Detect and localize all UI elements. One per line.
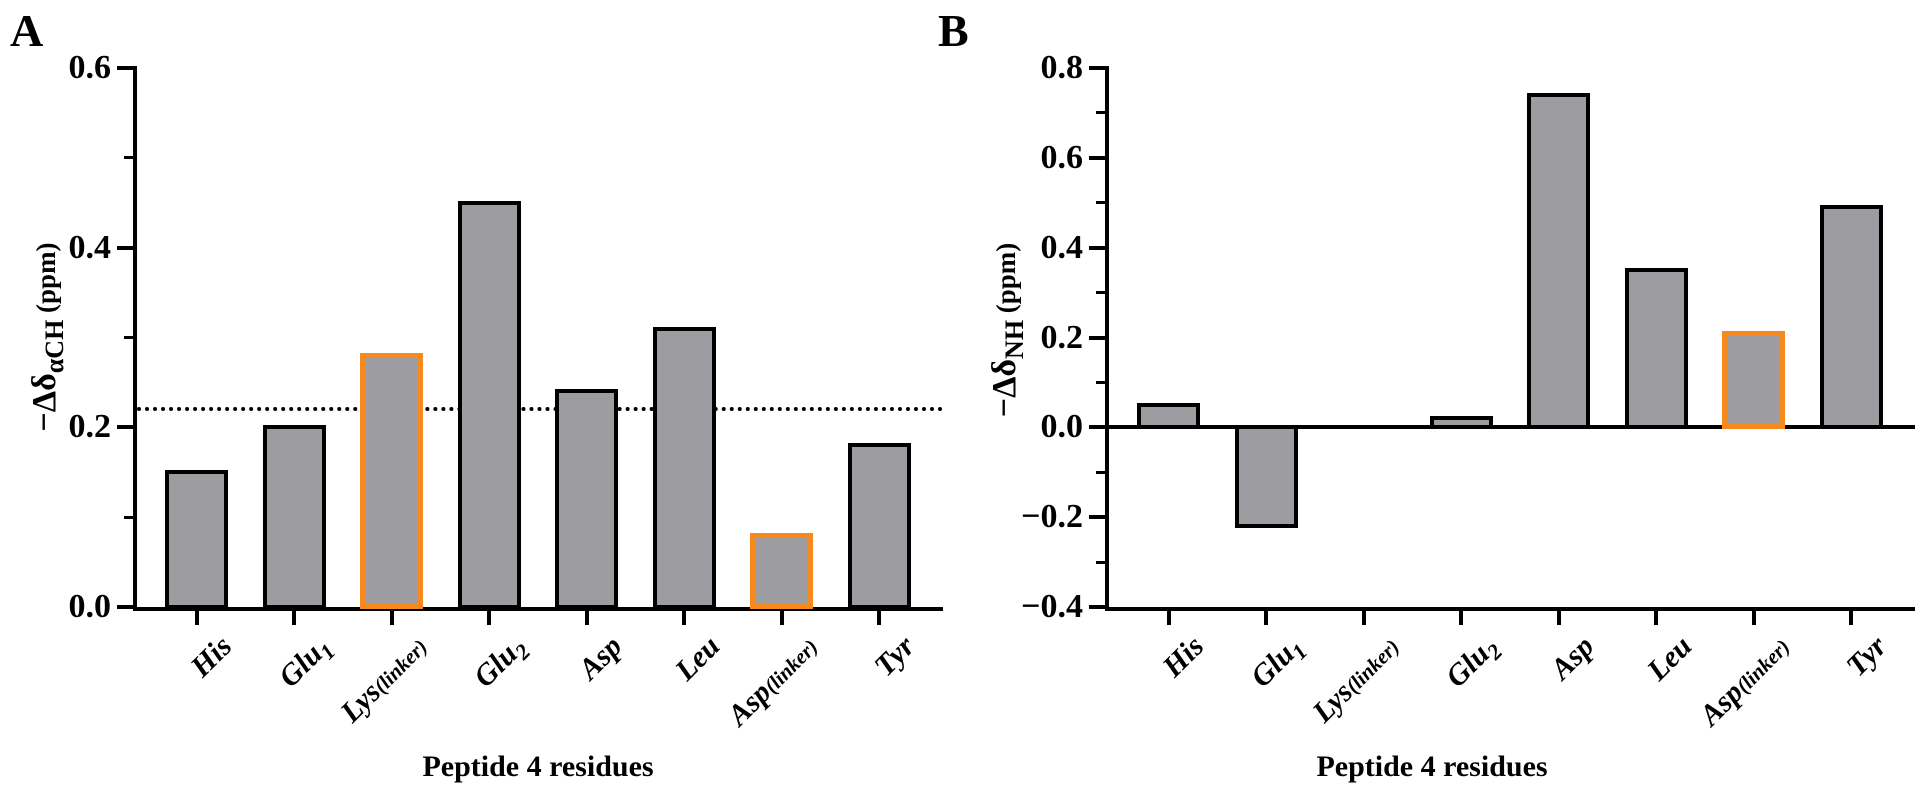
x-label-glu2: Glu2: [1439, 637, 1507, 694]
x-label-leu: Leu: [1640, 629, 1699, 688]
bar-his: [165, 470, 229, 609]
panel-b-x-axis-title: Peptide 4 residues: [1316, 750, 1548, 783]
bar-asp-linker: [750, 533, 814, 609]
y-major-tick: [1089, 515, 1105, 520]
y-axis-spine: [133, 66, 137, 611]
y-minor-tick: [1096, 380, 1105, 384]
x-label-his: His: [1156, 629, 1211, 684]
y-minor-tick: [1096, 560, 1105, 564]
panel-a-letter: A: [10, 5, 44, 56]
x-label-asp-linker: Asp(linker): [1693, 634, 1795, 733]
bar-tyr: [1819, 205, 1883, 430]
x-tick-his: [1166, 611, 1171, 625]
x-label-glu2: Glu2: [467, 637, 535, 694]
bar-glu1: [262, 425, 326, 609]
bar-his: [1137, 402, 1201, 430]
x-label-lys-linker: Lys(linker): [334, 634, 433, 729]
bar-asp-linker: [1722, 331, 1786, 430]
panel-b-letter: B: [938, 5, 969, 56]
x-tick-leu: [682, 611, 687, 625]
x-label-tyr: Tyr: [1839, 629, 1894, 683]
bar-glu2: [457, 200, 521, 609]
bar-leu: [1624, 268, 1688, 430]
x-label-leu: Leu: [668, 629, 727, 688]
x-label-tyr: Tyr: [867, 629, 922, 683]
y-minor-tick: [124, 336, 133, 339]
y-major-tick: [117, 66, 133, 70]
x-label-asp: Asp: [1544, 629, 1601, 686]
y-tick-label: 0.6: [1040, 138, 1084, 176]
y-tick-label: −0.2: [1021, 498, 1083, 536]
y-major-tick: [1089, 425, 1105, 430]
x-label-asp-linker: Asp(linker): [721, 634, 823, 733]
y-tick-label: 0.4: [68, 228, 112, 266]
x-label-glu1: Glu1: [272, 637, 340, 694]
y-tick-label: 0.4: [1040, 228, 1084, 266]
y-axis-spine: [1105, 66, 1109, 611]
x-tick-glu2: [487, 611, 492, 625]
y-major-tick: [117, 605, 133, 609]
y-tick-label: 0.0: [68, 588, 112, 625]
bar-asp: [555, 389, 619, 609]
bar-lys-linker: [360, 353, 424, 609]
y-major-tick: [117, 245, 133, 250]
bar-glu2: [1429, 416, 1493, 430]
y-major-tick: [1089, 335, 1105, 340]
bar-asp: [1527, 92, 1591, 430]
x-axis-spine: [133, 607, 943, 611]
x-label-glu1: Glu1: [1244, 637, 1312, 694]
bar-glu1: [1234, 425, 1298, 529]
x-tick-lys-linker: [1361, 611, 1366, 625]
y-minor-tick: [1096, 201, 1105, 205]
y-minor-tick: [1096, 111, 1105, 115]
x-tick-asp-linker: [1751, 611, 1756, 625]
y-major-tick: [1089, 155, 1105, 160]
y-tick-label: 0.0: [1040, 408, 1084, 446]
y-tick-label: 0.6: [68, 49, 112, 86]
y-major-tick: [1089, 605, 1105, 609]
reference-dotted-line: [137, 407, 943, 412]
x-tick-glu1: [292, 611, 297, 625]
y-major-tick: [1089, 245, 1105, 250]
x-tick-asp-linker: [779, 611, 784, 625]
x-label-his: His: [184, 629, 239, 684]
x-tick-his: [194, 611, 199, 625]
y-tick-label: −0.4: [1021, 588, 1083, 625]
panel-a-x-axis-title: Peptide 4 residues: [422, 750, 654, 783]
y-tick-label: 0.8: [1040, 49, 1084, 86]
x-tick-glu2: [1459, 611, 1464, 625]
x-label-lys-linker: Lys(linker): [1306, 634, 1405, 729]
bar-leu: [652, 326, 716, 609]
x-tick-lys-linker: [389, 611, 394, 625]
bar-tyr: [847, 443, 911, 609]
x-tick-glu1: [1264, 611, 1269, 625]
y-title-subscript: αCH: [40, 319, 69, 374]
x-label-asp: Asp: [572, 629, 629, 686]
y-tick-label: 0.2: [68, 408, 112, 446]
y-major-tick: [117, 425, 133, 430]
x-tick-tyr: [877, 611, 882, 625]
y-minor-tick: [124, 515, 133, 519]
y-tick-label: 0.2: [1040, 318, 1084, 356]
y-major-tick: [1089, 66, 1105, 70]
x-tick-asp: [1556, 611, 1561, 625]
y-minor-tick: [1096, 291, 1105, 295]
y-minor-tick: [124, 156, 133, 160]
x-tick-leu: [1654, 611, 1659, 625]
x-tick-asp: [584, 611, 589, 625]
y-minor-tick: [1096, 470, 1105, 474]
x-axis-spine: [1105, 607, 1915, 611]
zero-line: [1105, 425, 1915, 430]
x-tick-tyr: [1849, 611, 1854, 625]
